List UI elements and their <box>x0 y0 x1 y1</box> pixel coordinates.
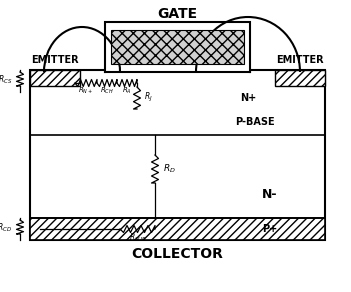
Text: GATE: GATE <box>158 7 198 21</box>
Text: $R_{CH}$: $R_{CH}$ <box>100 86 114 96</box>
Text: N+: N+ <box>240 93 256 103</box>
Bar <box>30 218 325 240</box>
Text: $R_{A}$: $R_{A}$ <box>122 86 132 96</box>
Text: P+: P+ <box>263 224 278 234</box>
Bar <box>30 70 325 240</box>
Text: COLLECTOR: COLLECTOR <box>132 247 224 261</box>
Bar <box>111 30 244 64</box>
Text: $R_{D}$: $R_{D}$ <box>163 163 176 175</box>
Text: EMITTER: EMITTER <box>31 55 79 65</box>
Text: $R_{CD}$: $R_{CD}$ <box>0 222 12 234</box>
Bar <box>30 70 80 86</box>
Text: $R_{SUB}$: $R_{SUB}$ <box>128 232 146 244</box>
Text: EMITTER: EMITTER <box>276 55 324 65</box>
Text: $R_{N+}$: $R_{N+}$ <box>78 86 94 96</box>
Bar <box>275 70 325 86</box>
Bar <box>105 22 250 72</box>
Text: $R_{J}$: $R_{J}$ <box>144 91 153 104</box>
Text: N-: N- <box>262 189 278 201</box>
Text: P-BASE: P-BASE <box>235 117 275 127</box>
Text: $R_{CS}$: $R_{CS}$ <box>0 74 12 86</box>
